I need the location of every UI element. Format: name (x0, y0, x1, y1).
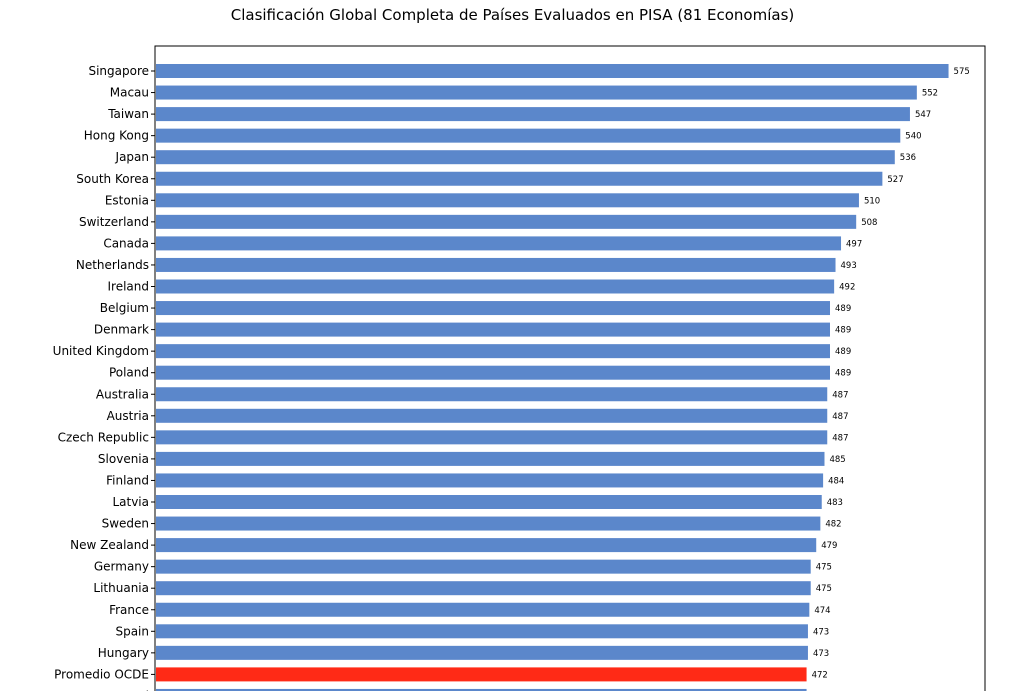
bar (156, 128, 901, 143)
bar (156, 193, 859, 208)
y-tick-label: Ireland (107, 280, 149, 294)
y-tick-label: Estonia (105, 193, 149, 207)
bar (156, 538, 817, 553)
data-label: 489 (835, 304, 851, 314)
y-tick-label: Slovenia (98, 452, 149, 466)
y-tick-label: United Kingdom (53, 344, 149, 358)
data-label: 473 (813, 627, 829, 637)
bar (156, 559, 811, 574)
data-label: 489 (835, 369, 851, 379)
bar (156, 64, 949, 78)
data-label: 475 (816, 563, 832, 573)
data-label: 483 (827, 498, 843, 508)
data-label: 487 (832, 412, 848, 422)
data-label: 489 (835, 326, 851, 336)
y-tick-label: New Zealand (70, 538, 149, 552)
chart-bars (156, 64, 949, 691)
bar (156, 473, 824, 488)
data-label: 492 (839, 283, 855, 293)
y-tick-label: France (109, 603, 149, 617)
data-label: 487 (832, 433, 848, 443)
bar (156, 150, 895, 165)
y-tick-label: Portugal (99, 689, 149, 691)
y-tick-label: Netherlands (76, 258, 149, 272)
data-label: 493 (841, 261, 857, 271)
data-label: 536 (900, 153, 916, 163)
data-label: 472 (812, 670, 828, 680)
y-tick-label: Hong Kong (84, 129, 149, 143)
y-tick-label: Hungary (98, 646, 149, 660)
bar (156, 387, 828, 402)
data-label: 485 (829, 455, 845, 465)
bar (156, 322, 830, 337)
data-label: 508 (861, 218, 877, 228)
bar (156, 214, 857, 229)
bar-highlight (156, 667, 807, 682)
bar (156, 430, 828, 445)
bar (156, 279, 835, 294)
y-tick-label: Austria (107, 409, 149, 423)
y-tick-label: South Korea (76, 172, 149, 186)
bar (156, 236, 842, 251)
data-label: 547 (915, 110, 931, 120)
y-tick-label: Czech Republic (58, 430, 149, 444)
bar (156, 688, 807, 691)
data-label: 540 (905, 132, 921, 142)
data-label: 527 (887, 175, 903, 185)
bar (156, 171, 883, 186)
data-label: 510 (864, 196, 880, 206)
data-label: 497 (846, 239, 862, 249)
y-tick-label: Promedio OCDE (54, 667, 149, 681)
y-tick-label: Sweden (102, 517, 149, 531)
bar (156, 645, 808, 660)
bar (156, 495, 822, 509)
data-label: 484 (828, 476, 844, 486)
data-label: 552 (922, 89, 938, 99)
bar (156, 581, 811, 596)
bar (156, 257, 836, 272)
data-label: 473 (813, 649, 829, 659)
data-label: 474 (814, 606, 830, 616)
chart-title: Clasificación Global Completa de Países … (230, 6, 795, 24)
y-tick-label: Belgium (100, 301, 149, 315)
y-tick-label: Germany (94, 560, 149, 574)
y-tick-label: Australia (96, 387, 149, 401)
y-tick-label: Macau (110, 86, 149, 100)
y-tick-label: Latvia (112, 495, 149, 509)
chart-labels: Singapore 575 Macau 552 Taiwan 547 Hong Kong 54… (53, 64, 970, 691)
data-label: 479 (821, 541, 837, 551)
bar (156, 301, 830, 316)
data-label: 575 (954, 67, 970, 77)
y-tick-label: Singapore (88, 64, 149, 78)
y-tick-label: Taiwan (107, 107, 149, 121)
y-tick-label: Finland (106, 473, 149, 487)
data-label: 487 (832, 390, 848, 400)
y-tick-label: Spain (115, 624, 149, 638)
bar (156, 451, 825, 466)
data-label: 482 (825, 520, 841, 530)
bar (156, 408, 828, 423)
chart-axes (151, 45, 986, 691)
bar (156, 602, 810, 617)
bar (156, 107, 910, 122)
bar (156, 85, 917, 100)
y-tick-label: Canada (103, 236, 149, 250)
y-tick-label: Poland (109, 366, 149, 380)
bar (156, 516, 821, 531)
y-tick-label: Lithuania (93, 581, 149, 595)
y-tick-label: Switzerland (79, 215, 149, 229)
data-label: 489 (835, 347, 851, 357)
data-label: 475 (816, 584, 832, 594)
bar (156, 365, 830, 380)
bar (156, 344, 830, 359)
bar (156, 624, 808, 639)
y-tick-label: Denmark (94, 323, 149, 337)
y-tick-label: Japan (115, 150, 149, 164)
